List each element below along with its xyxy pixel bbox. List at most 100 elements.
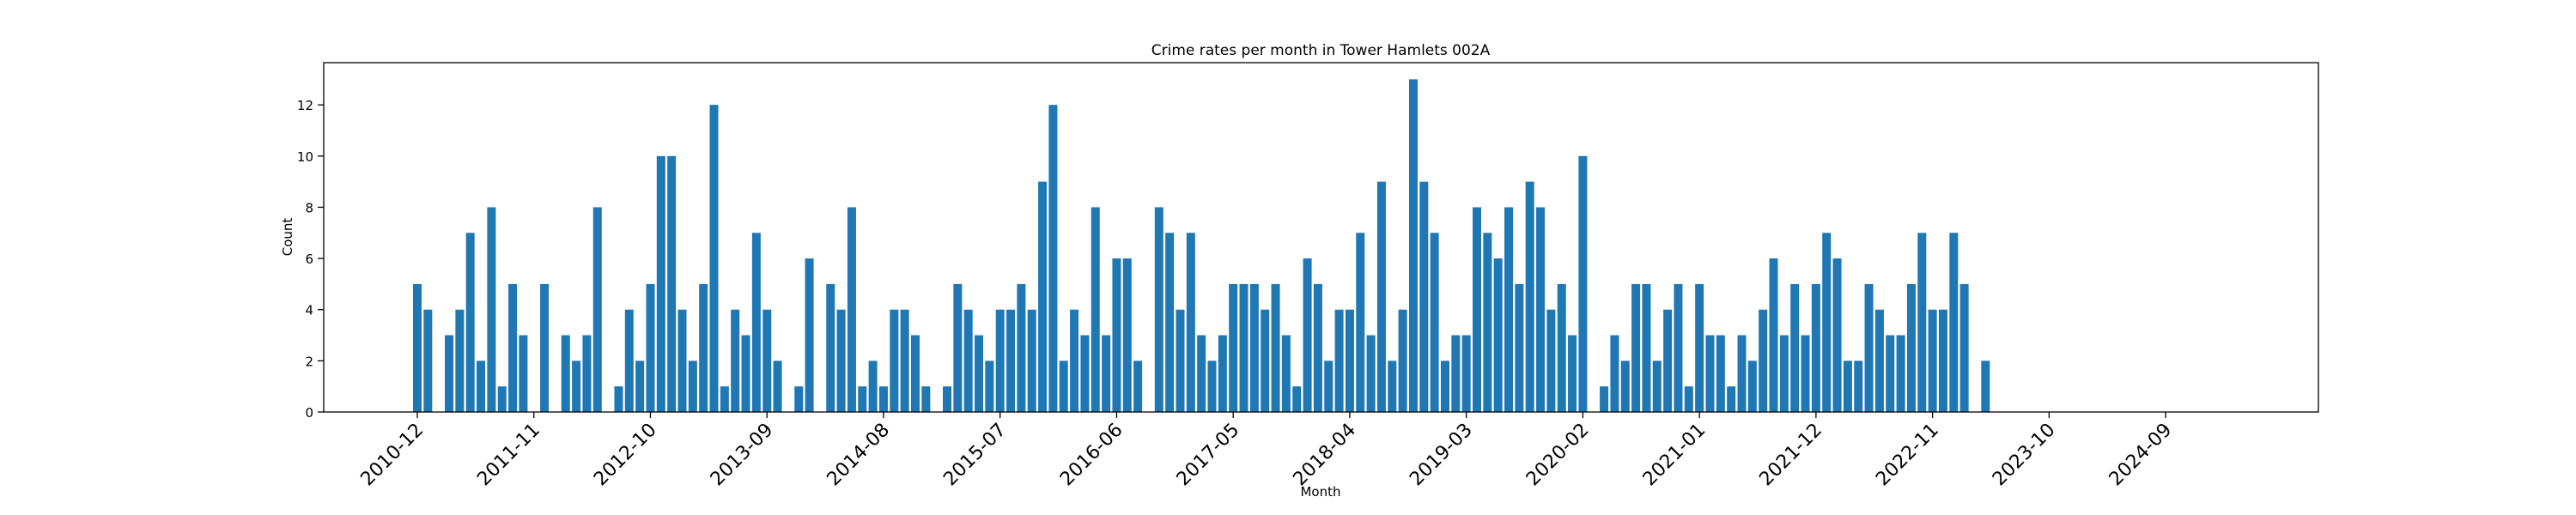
bar	[1207, 360, 1217, 412]
bar	[582, 335, 592, 412]
bar	[413, 283, 422, 412]
bar	[1122, 258, 1132, 412]
bar	[1218, 335, 1227, 412]
bar	[1727, 386, 1736, 412]
bar	[751, 233, 761, 412]
bar	[1779, 335, 1789, 412]
bar	[1620, 360, 1630, 412]
bar	[688, 360, 697, 412]
bar	[1154, 207, 1163, 412]
bar	[1027, 309, 1036, 412]
bar	[699, 283, 708, 412]
y-tick-label: 0	[305, 405, 313, 421]
bar	[1165, 233, 1175, 412]
bar	[1536, 207, 1546, 412]
bar	[497, 386, 507, 412]
bar	[1292, 386, 1302, 412]
bar	[1695, 283, 1704, 412]
bar	[465, 233, 475, 412]
bar	[572, 360, 581, 412]
bar	[1102, 335, 1111, 412]
bar	[1334, 309, 1344, 412]
bar	[847, 207, 856, 412]
bar	[1483, 233, 1492, 412]
bar	[1578, 155, 1588, 413]
bar	[741, 335, 750, 412]
bar	[1568, 335, 1577, 412]
bar	[720, 386, 729, 412]
bar	[519, 335, 528, 412]
bar	[1759, 309, 1768, 412]
bar	[1017, 283, 1026, 412]
bar	[943, 386, 951, 412]
bar	[1229, 283, 1238, 412]
bar	[1600, 386, 1609, 412]
bar	[1832, 258, 1842, 412]
bar	[1874, 309, 1884, 412]
bar	[1473, 207, 1481, 412]
bar	[1451, 335, 1461, 412]
bar	[1674, 283, 1683, 412]
bar	[1080, 335, 1090, 412]
bar	[1663, 309, 1673, 412]
y-tick-label: 10	[297, 149, 313, 165]
bar	[1610, 335, 1619, 412]
bar	[1896, 335, 1905, 412]
bar	[455, 309, 465, 412]
bar	[1376, 181, 1386, 412]
bar	[1938, 309, 1947, 412]
bar	[985, 360, 994, 412]
bar	[1949, 233, 1959, 412]
bar	[1769, 258, 1778, 412]
bar	[1281, 335, 1291, 412]
bar	[1652, 360, 1662, 412]
bar	[624, 309, 634, 412]
bar	[477, 360, 486, 412]
bar	[1271, 283, 1280, 412]
bar	[1906, 283, 1916, 412]
bar	[1091, 207, 1100, 412]
chart-title: Crime rates per month in Tower Hamlets 0…	[1151, 42, 1491, 59]
bar	[1006, 309, 1016, 412]
bar	[1959, 283, 1969, 412]
bar	[1197, 335, 1206, 412]
bar	[1408, 79, 1418, 412]
bar	[1313, 283, 1322, 412]
bar	[731, 309, 740, 412]
bar	[1249, 283, 1259, 412]
bar	[836, 309, 846, 412]
bar	[1546, 309, 1556, 412]
bar	[540, 283, 550, 412]
bar	[826, 283, 835, 412]
bar	[975, 335, 984, 412]
bar	[423, 309, 433, 412]
bar	[656, 155, 665, 413]
y-tick-label: 4	[305, 303, 313, 318]
bar	[1239, 283, 1249, 412]
bar	[1515, 283, 1524, 412]
bar	[1631, 283, 1641, 412]
bar	[592, 207, 602, 412]
bar	[614, 386, 623, 412]
bar	[1843, 360, 1852, 412]
bar	[1070, 309, 1079, 412]
bar	[794, 386, 804, 412]
bar	[1642, 283, 1651, 412]
bar	[1059, 360, 1068, 412]
bar	[1684, 386, 1693, 412]
bar	[1356, 233, 1365, 412]
y-tick-label: 2	[305, 354, 313, 369]
y-tick-label: 6	[305, 251, 313, 267]
bar	[762, 309, 772, 412]
bar	[667, 155, 677, 413]
bar	[1461, 335, 1471, 412]
bar	[1705, 335, 1715, 412]
bar	[1398, 309, 1407, 412]
bar	[1186, 233, 1195, 412]
bar	[487, 207, 496, 412]
bar	[1324, 360, 1334, 412]
bar	[1303, 258, 1312, 412]
bar	[1388, 360, 1397, 412]
bar	[445, 335, 454, 412]
